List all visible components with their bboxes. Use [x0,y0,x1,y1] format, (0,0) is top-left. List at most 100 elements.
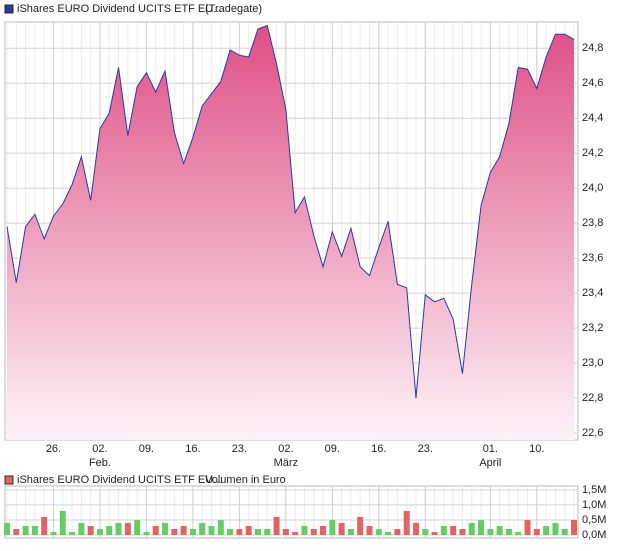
bar [561,528,568,535]
bar [78,522,85,535]
bar [199,522,206,535]
bar [59,510,66,535]
bar [487,528,494,535]
bar [552,522,559,535]
x-tick-label: 10. [529,443,544,455]
y-tick-label: 0,5M [582,514,606,526]
y-tick-label: 24,2 [582,147,603,159]
bar [329,519,336,535]
bar [301,525,308,535]
x-tick-label: 16. [371,443,386,455]
bar [124,522,131,535]
y-tick-label: 24,6 [582,77,603,89]
y-tick-label: 1,5M [582,484,606,496]
y-tick-label: 24,4 [582,112,603,124]
bar [115,522,122,535]
x-tick-label: 01. [483,443,498,455]
legend-note: Volumen in Euro [205,474,286,486]
x-month-label: April [479,457,501,469]
bar [152,525,159,535]
bar [450,525,457,535]
x-tick-label: 09. [325,443,340,455]
bar [310,528,317,535]
x-tick-label: 09. [139,443,154,455]
bar [505,528,512,535]
bar [385,531,392,535]
bar [320,525,327,535]
legend-swatch [4,4,14,14]
bar [13,528,20,535]
bar [403,510,410,535]
x-tick-label: 23. [418,443,433,455]
y-tick-label: 1,0M [582,499,606,511]
bar [41,516,48,535]
bar [227,528,234,535]
bar [524,519,531,535]
bar [496,525,503,535]
line [6,24,575,399]
bar [106,525,113,535]
x-month-label: Feb. [89,457,111,469]
legend-label: iShares EURO Dividend UCITS ETF EU... [17,474,222,486]
bar [245,525,252,535]
y-tick-label: 23,2 [582,322,603,334]
bar [515,531,522,535]
bar [357,516,364,535]
x-tick-label: 26. [46,443,61,455]
bar [69,531,76,535]
bar [189,528,196,535]
legend-note: (Tradegate) [205,3,262,15]
bar [134,519,141,535]
bar [96,528,103,535]
bar [571,519,577,535]
x-tick-label: 16. [185,443,200,455]
bar [347,528,354,535]
y-tick-label: 23,0 [582,357,603,369]
legend-label: iShares EURO Dividend UCITS ETF EU... [17,3,222,15]
bar [292,531,299,535]
bar [394,528,401,535]
y-tick-label: 23,4 [582,287,603,299]
bar [264,528,271,535]
y-tick-label: 0,0M [582,529,606,541]
bar [468,522,475,535]
bar [440,525,447,535]
bar [338,522,345,535]
bar [208,525,215,535]
y-tick-label: 24,0 [582,182,603,194]
bar [4,522,10,535]
bar [412,522,419,535]
x-tick-label: 23. [232,443,247,455]
bar [180,525,187,535]
bar [236,528,243,535]
bar [171,528,178,535]
bar [22,525,29,535]
bar [273,516,280,535]
y-tick-label: 24,8 [582,42,603,54]
bar [162,522,169,535]
bar [431,531,438,535]
y-tick-label: 23,6 [582,252,603,264]
bar [375,528,382,535]
bar [282,528,289,535]
bar [422,528,429,535]
bar [87,525,94,535]
bar [459,528,466,535]
x-month-label: März [274,457,298,469]
bar [31,525,38,535]
bar [533,528,540,535]
legend-swatch [4,475,14,485]
bar [143,531,150,535]
y-tick-label: 22,8 [582,392,603,404]
bar [366,525,373,535]
y-tick-label: 23,8 [582,217,603,229]
bar [50,531,57,535]
y-tick-label: 22,6 [582,427,603,439]
bar [478,519,485,535]
bar [217,519,224,535]
area [7,25,574,441]
x-tick-label: 02. [92,443,107,455]
x-tick-label: 02. [278,443,293,455]
bar [254,528,261,535]
